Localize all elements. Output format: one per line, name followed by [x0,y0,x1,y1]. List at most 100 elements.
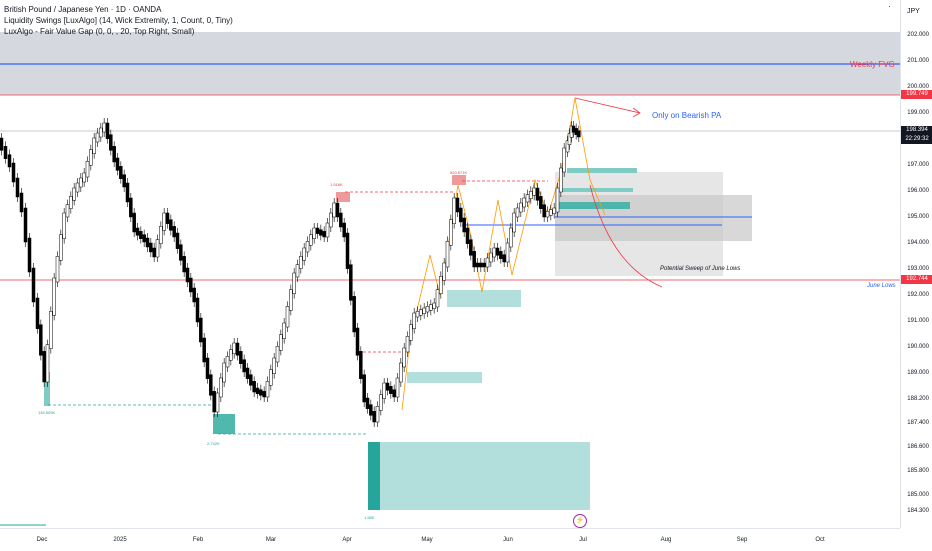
candle-body [362,374,366,403]
candle-body [209,374,213,396]
replay-lightning-icon[interactable]: ⚡ [573,514,587,528]
candle-body [455,197,460,213]
candle-body [382,382,386,399]
candle-body [182,256,186,273]
candle-body [27,237,32,273]
candle-body [102,122,106,133]
candle-body [115,157,120,171]
candle-body [23,207,28,243]
candle-body [169,219,173,231]
candle-body [352,296,356,333]
candle-body [119,166,123,179]
candle-body [215,392,220,413]
candle-body [305,241,310,253]
candle-body [419,309,423,316]
candle-body [462,217,466,233]
candles [0,118,581,427]
last-price-tag: 198.394 [901,126,932,135]
candle-body [385,382,390,391]
swing-high-box [336,192,350,202]
price-tick-label: 193.000 [907,266,929,272]
candle-body [162,212,166,231]
price-tick-label: 197.000 [907,162,929,168]
indicator-liquidity-swings[interactable]: Liquidity Swings [LuxAlgo] (14, Wick Ext… [4,16,233,25]
chart-legend: British Pound / Japanese Yen · 1D · OAND… [4,4,233,37]
candle-body [402,347,406,368]
candle-body [495,247,500,256]
candle-body [452,197,456,224]
candle-body [219,377,223,398]
price-tick-label: 186.600 [907,444,929,450]
indicator-fvg[interactable]: LuxAlgo - Fair Value Gap (0, 0, , 20, To… [4,27,195,36]
candle-body [565,140,570,153]
price-axis[interactable]: JPY 202.000201.000200.000199.000198.0001… [900,0,932,528]
sweep-label: Potential Sweep of June Lows [660,266,741,272]
candle-body [335,202,340,218]
candle-body [195,297,200,323]
candle-body [49,311,53,349]
candle-body [185,267,190,283]
symbol-title[interactable]: British Pound / Japanese Yen · 1D · OAND… [4,5,162,14]
time-tick-label: 2025 [113,537,127,543]
candle-body [439,276,443,294]
candle-body [379,394,383,411]
candle-body [342,222,346,238]
price-tick-label: 185.000 [907,492,929,498]
price-tick-label: 185.800 [907,468,929,474]
candle-body [425,306,430,313]
candle-body [309,234,313,246]
candle-body [172,226,176,238]
bearish-arrow-head [632,107,641,118]
candle-body [52,277,56,316]
candle-body [567,133,572,145]
candle-body [539,196,543,209]
countdown-tag: 22:29:32 [901,135,932,144]
candle-body [542,204,546,218]
price-chart[interactable] [0,0,900,528]
candle-body [499,251,503,259]
candle-body [42,351,46,383]
candle-body [395,377,400,398]
swing-label-3: 1.58K [364,515,375,520]
candle-body [11,162,16,183]
candle-body [405,336,410,353]
swing-low-box-2 [213,414,235,434]
chart-area[interactable]: British Pound / Japanese Yen · 1D · OAND… [0,0,900,528]
weekly-fvg-label: Weekly FVG [850,60,895,69]
candle-body [339,212,343,228]
candle-body [505,242,510,263]
currency-label[interactable]: JPY [907,8,920,15]
candle-body [189,277,193,293]
candle-body [155,239,160,258]
candle-body [489,252,493,263]
price-tick-label: 202.000 [907,32,929,38]
candle-body [459,207,463,223]
fvg-green-2 [560,188,633,192]
time-tick-label: Jul [579,537,587,543]
candle-body [269,369,273,386]
candle-body [392,389,396,398]
candle-body [465,227,470,244]
candle-body [132,212,136,233]
candle-body [345,232,350,269]
candle-body [319,229,323,236]
candle-body [159,226,163,244]
candle-body [279,334,283,351]
candle-body [239,351,243,364]
candle-body [135,227,140,236]
june-lows-tag: 192.744 [901,275,932,284]
candle-body [329,212,333,228]
candle-body [315,227,320,234]
candle-body [559,167,563,193]
candle-body [175,232,180,249]
time-tick-label: Oct [815,537,825,543]
candle-body [109,134,113,151]
time-tick-label: Apr [342,537,352,543]
candle-body [95,132,100,143]
time-axis[interactable]: Dec 2025 Feb Mar Apr May Jun Jul Aug Sep Oct [0,528,900,551]
candle-body [272,357,276,374]
candle-body [262,391,266,398]
candle-body [562,147,566,173]
fvg-green-4 [447,290,521,307]
more-options-icon[interactable]: · [888,2,891,11]
